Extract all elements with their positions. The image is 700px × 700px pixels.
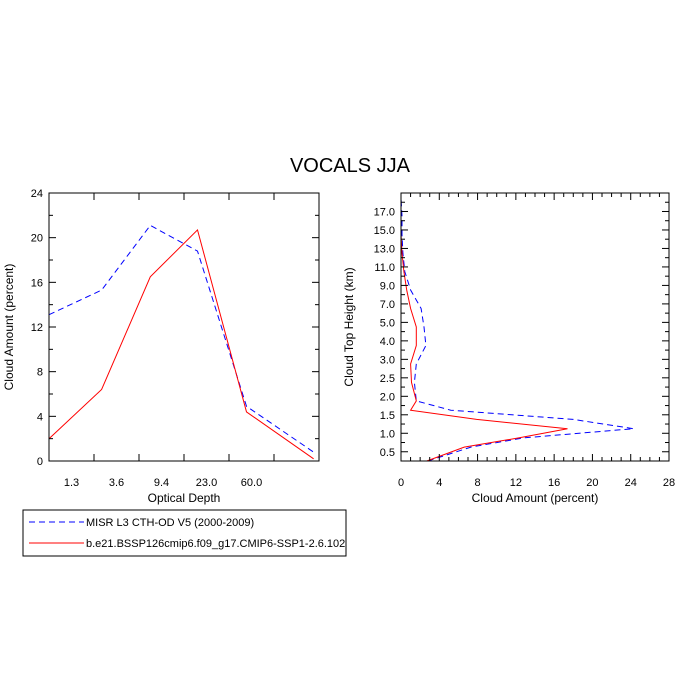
left-xtick-label: 9.4 <box>154 477 169 489</box>
left-ytick-label: 24 <box>31 188 43 200</box>
left-ytick-label: 4 <box>37 411 43 423</box>
left-xtick-label: 1.3 <box>64 477 79 489</box>
right-ytick-label: 5.0 <box>380 317 395 329</box>
left-ytick-label: 12 <box>31 322 43 334</box>
right-xtick-label: 0 <box>398 477 404 489</box>
right-xtick-label: 16 <box>548 477 560 489</box>
series-line-model <box>48 228 314 460</box>
legend-box <box>22 509 347 557</box>
right-xtick-label: 12 <box>510 477 522 489</box>
right-ytick-label: 3.0 <box>380 354 395 366</box>
right-xtick-label: 28 <box>663 477 675 489</box>
right-ytick-label: 13.0 <box>374 243 395 255</box>
right-xtick-label: 4 <box>436 477 442 489</box>
left-ytick-label: 20 <box>31 233 43 245</box>
series-line-misr <box>400 197 634 462</box>
left-plot-frame <box>48 192 320 462</box>
right-ytick-label: 4.0 <box>380 336 395 348</box>
right-ytick-label: 1.5 <box>380 410 395 422</box>
legend-label-model: b.e21.BSSP126cmip6.f09_g17.CMIP6-SSP1-2.… <box>86 538 345 550</box>
right-ytick-label: 0.5 <box>380 447 395 459</box>
right-plot-frame <box>400 192 670 462</box>
left-ytick-label: 16 <box>31 277 43 289</box>
left-xtick-label: 3.6 <box>109 477 124 489</box>
right-ytick-label: 9.0 <box>380 280 395 292</box>
left-chart: 0 4 8 12 16 20 24 1.3 3.6 9.4 23.0 60.0 Optical Dept… <box>2 188 320 505</box>
left-ytick-label: 8 <box>37 367 43 379</box>
legend-label-misr: MISR L3 CTH-OD V5 (2000-2009) <box>86 517 254 529</box>
right-ytick-label: 7.0 <box>380 299 395 311</box>
chart-title: VOCALS JJA <box>290 155 411 177</box>
right-xtick-label: 24 <box>625 477 637 489</box>
right-ytick-label: 11.0 <box>374 262 395 274</box>
legend: MISR L3 CTH-OD V5 (2000-2009) b.e21.BSSP… <box>22 509 347 557</box>
right-y-axis-label: Cloud Top Height (km) <box>342 267 356 386</box>
left-xtick-label: 60.0 <box>241 477 262 489</box>
left-y-axis-label: Cloud Amount (percent) <box>2 264 16 391</box>
left-x-axis-label: Optical Depth <box>148 491 221 505</box>
left-xtick-label: 23.0 <box>196 477 217 489</box>
left-ytick-label: 0 <box>37 456 43 468</box>
right-x-axis-label: Cloud Amount (percent) <box>472 491 599 505</box>
right-xtick-label: 20 <box>586 477 598 489</box>
series-line-model <box>400 197 568 462</box>
right-chart: 0 4 8 12 16 20 24 28 0.5 1.0 1.5 2.0 2.5 3.0 4.0 5.0 7.0… <box>342 192 675 505</box>
right-ytick-label: 2.0 <box>380 391 395 403</box>
right-ytick-label: 2.5 <box>380 373 395 385</box>
right-ytick-label: 15.0 <box>374 225 395 237</box>
right-ytick-label: 1.0 <box>380 428 395 440</box>
right-ytick-label: 17.0 <box>374 206 395 218</box>
right-xtick-label: 8 <box>475 477 481 489</box>
series-line-misr <box>48 224 314 453</box>
